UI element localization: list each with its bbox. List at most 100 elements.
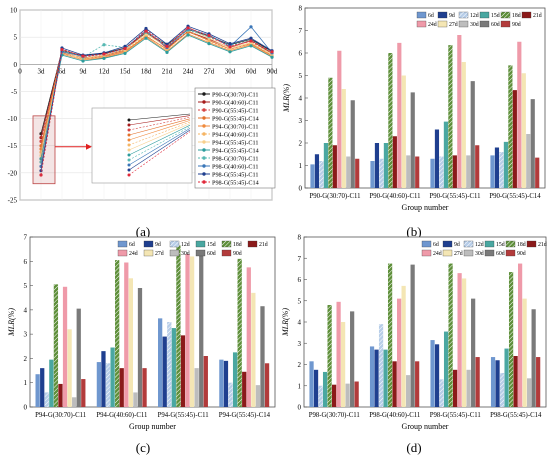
bar bbox=[410, 92, 415, 188]
legend-swatch bbox=[416, 11, 427, 19]
legend-swatch bbox=[521, 11, 532, 19]
legend-label: 18d bbox=[517, 242, 526, 248]
panel-a-x-tick-label: 3d bbox=[38, 67, 46, 75]
legend-label: 60d bbox=[491, 22, 500, 28]
bar bbox=[527, 378, 532, 407]
panel-a-inset-point bbox=[127, 158, 131, 162]
panel-c-caption: (c) bbox=[136, 440, 150, 455]
x-tick-label: P94-G(55:45)-C14 bbox=[219, 412, 271, 419]
panel-a-data-point bbox=[144, 29, 148, 33]
bar bbox=[331, 384, 337, 407]
y-tick-label: 1 bbox=[298, 382, 302, 390]
panel-a-legend-label: P98-G(40:60)-C11 bbox=[212, 163, 259, 170]
bar bbox=[350, 100, 355, 188]
panel-a-x-tick-label: 6d bbox=[59, 67, 67, 75]
bar bbox=[526, 134, 531, 188]
y-tick-label: 2 bbox=[299, 140, 303, 148]
panel-a-legend-marker bbox=[202, 148, 206, 152]
legend-swatch bbox=[117, 240, 128, 248]
panel-a-legend-label: P90-G(40:60)-C11 bbox=[212, 99, 259, 106]
panel-a-legend-box bbox=[194, 87, 276, 189]
x-tick-label: P98-G(55:45)-C14 bbox=[490, 412, 542, 419]
y-tick-label: 8 bbox=[299, 5, 303, 13]
legend-label: 21d bbox=[259, 242, 268, 248]
panel-a-legend-label: P90-G(55:45)-C14 bbox=[212, 115, 259, 122]
legend-label: 15d bbox=[491, 13, 500, 19]
bar bbox=[392, 361, 397, 407]
panel-a-inset-point bbox=[127, 143, 131, 147]
bar-hatch bbox=[379, 158, 384, 188]
panel-a-legend-marker bbox=[202, 156, 206, 160]
legend-label: 9d bbox=[449, 13, 455, 19]
panel-a-legend-label: P98-G(55:45)-C14 bbox=[212, 179, 259, 186]
bar bbox=[518, 263, 523, 407]
legend-swatch bbox=[437, 20, 448, 28]
panel-a-data-point bbox=[186, 33, 190, 37]
bar bbox=[96, 362, 102, 407]
y-tick-label: 6 bbox=[299, 50, 303, 58]
bar bbox=[383, 143, 388, 188]
panel-a-data-point bbox=[144, 26, 148, 31]
panel-a-data-point bbox=[81, 59, 85, 63]
panel-a-zoom-region bbox=[32, 115, 92, 185]
bar-hatch bbox=[328, 77, 333, 188]
panel-a-inset-point bbox=[127, 128, 131, 132]
legend-label: 18d bbox=[233, 242, 242, 248]
bar bbox=[49, 359, 54, 407]
bar-hatch bbox=[448, 45, 453, 188]
bar bbox=[203, 356, 208, 407]
legend-label: 24d bbox=[428, 22, 437, 28]
legend-swatch bbox=[479, 20, 490, 28]
panel-a-inset-line bbox=[128, 131, 191, 176]
bar bbox=[310, 164, 315, 188]
legend-swatch bbox=[221, 249, 232, 257]
panel-a-inset-point bbox=[127, 118, 131, 122]
panel-a-legend-label: P98-G(55:45)-C11 bbox=[212, 171, 259, 178]
bar bbox=[531, 309, 536, 407]
x-tick-label: P90-G(40:60)-C11 bbox=[369, 193, 420, 200]
legend-label: 30d bbox=[470, 22, 479, 28]
y-tick-label: 4 bbox=[24, 306, 28, 314]
legend-swatch bbox=[442, 240, 453, 248]
legend-label: 24d bbox=[433, 251, 442, 257]
panel-a-inset-point bbox=[127, 153, 131, 157]
panel-a-inset-frame bbox=[91, 107, 193, 184]
y-tick-label: 4 bbox=[299, 95, 303, 103]
panel-d-bar-chart: (d) 0 1 2 3 4 5 6 7 8 MLR(%) Group number P98-G(30:… bbox=[281, 234, 547, 456]
legend-swatch bbox=[416, 20, 427, 28]
y-tick-label: 1 bbox=[24, 379, 28, 387]
panel-a-data-point bbox=[102, 52, 106, 56]
panel-a-data-point bbox=[207, 42, 211, 46]
bar bbox=[40, 368, 45, 407]
bar bbox=[341, 89, 346, 188]
panel-a-y-tick-label: -15 bbox=[8, 142, 18, 150]
bar bbox=[490, 357, 496, 407]
panel-a-data-point bbox=[228, 50, 232, 54]
bar bbox=[194, 368, 199, 407]
legend-label: 90d bbox=[517, 251, 526, 257]
legend-swatch bbox=[437, 11, 448, 19]
y-tick-label: 5 bbox=[24, 282, 28, 290]
y-tick-label: 5 bbox=[298, 297, 302, 305]
panel-a-inset-point bbox=[127, 133, 131, 137]
bar bbox=[370, 161, 375, 188]
bar bbox=[185, 254, 190, 407]
panel-a-y-tick-label: -5 bbox=[11, 88, 17, 96]
legend-label: 12d bbox=[181, 242, 190, 248]
bar-hatch bbox=[228, 382, 233, 407]
bar bbox=[430, 158, 435, 188]
x-tick-label: P98-G(30:70)-C11 bbox=[309, 412, 360, 419]
legend-swatch bbox=[143, 249, 154, 257]
panel-a-inset-line bbox=[128, 124, 191, 156]
bar bbox=[119, 368, 124, 407]
panel-a-data-point bbox=[123, 46, 127, 51]
y-tick-label: 3 bbox=[299, 117, 303, 125]
panel-a-legend-marker bbox=[202, 108, 206, 112]
bar bbox=[406, 375, 411, 407]
legend-swatch bbox=[442, 249, 453, 257]
panel-a-x-tick-label: 27d bbox=[204, 67, 215, 75]
bar bbox=[158, 318, 163, 407]
bar bbox=[232, 352, 238, 407]
bar bbox=[475, 357, 480, 407]
